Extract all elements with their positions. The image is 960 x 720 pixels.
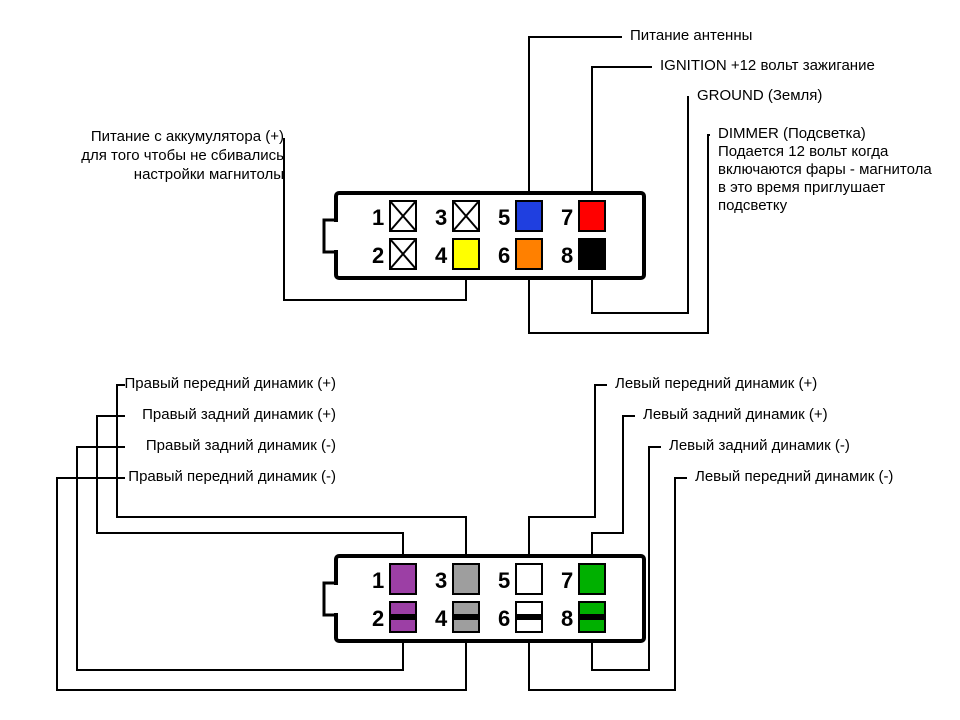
wire-b-right-1: [592, 416, 635, 556]
connector-a-pin-number-7: 7: [561, 205, 573, 230]
connector-a-pin-number-5: 5: [498, 205, 510, 230]
connector-b-pin-3: [453, 564, 479, 594]
label-b-right-0: Левый передний динамик (+): [615, 375, 817, 392]
label-a-right-3-line-4: подсветку: [718, 197, 788, 214]
connector-a-pin-4: [453, 239, 479, 269]
wiring-diagram: 1 2 3 4 5 6 7 8 1 2 3 4 5 6 7 8 Питание с аккумулятора (…: [0, 0, 960, 720]
connector-b-pin-7: [579, 564, 605, 594]
connector-a-pin-number-6: 6: [498, 243, 510, 268]
connector-b-pin-1: [390, 564, 416, 594]
label-a-right-3-line-2: включаются фары - магнитола: [718, 161, 932, 178]
label-b-left-1: Правый задний динамик (+): [142, 406, 336, 423]
connector-b-pin-6: [516, 602, 542, 632]
connector-a-pin-number-4: 4: [435, 243, 448, 268]
connector-b-pin-number-6: 6: [498, 606, 510, 631]
connector-b-pin-number-2: 2: [372, 606, 384, 631]
label-a-right-3-line-3: в это время приглушает: [718, 179, 885, 196]
connector-b-pin-number-5: 5: [498, 568, 510, 593]
label-a-right-3-line-1: Подается 12 вольт когда: [718, 143, 889, 160]
wire-a-right-0: [529, 37, 622, 193]
connector-a-pin-6: [516, 239, 542, 269]
label-b-right-1: Левый задний динамик (+): [643, 406, 828, 423]
connector-b-pin-2: [390, 602, 416, 632]
label-b-left-2: Правый задний динамик (-): [146, 437, 336, 454]
label-b-right-3: Левый передний динамик (-): [695, 468, 893, 485]
connector-b-pin-number-1: 1: [372, 568, 384, 593]
label-a-right-2: GROUND (Земля): [697, 87, 822, 104]
connector-b-pin-number-4: 4: [435, 606, 448, 631]
connector-a-pin-5: [516, 201, 542, 231]
wire-b-right-0: [529, 385, 607, 556]
label-b-left-3: Правый передний динамик (-): [128, 468, 336, 485]
connector-b-pin-5: [516, 564, 542, 594]
label-b-left-0: Правый передний динамик (+): [125, 375, 336, 392]
label-a-right-0: Питание антенны: [630, 27, 752, 44]
connector-b-pin-number-7: 7: [561, 568, 573, 593]
connector-a-pin-8: [579, 239, 605, 269]
wire-a-right-1: [592, 67, 652, 193]
label-a-right-3-line-0: DIMMER (Подсветка): [718, 125, 866, 142]
label-a-left-line-1: для того чтобы не сбивались: [81, 147, 284, 164]
connector-a-pin-number-2: 2: [372, 243, 384, 268]
connector-a-pin-2: [390, 239, 416, 269]
label-a-right-1: IGNITION +12 вольт зажигание: [660, 57, 875, 74]
connector-b-pin-8: [579, 602, 605, 632]
connector-a-pin-1: [390, 201, 416, 231]
connector-a-pin-number-1: 1: [372, 205, 384, 230]
connector-a-pin-3: [453, 201, 479, 231]
connector-a-pin-number-3: 3: [435, 205, 447, 230]
label-a-left-line-0: Питание с аккумулятора (+): [91, 128, 284, 145]
connector-a-pin-number-8: 8: [561, 243, 573, 268]
connector-a-pin-7: [579, 201, 605, 231]
connector-b-pin-4: [453, 602, 479, 632]
label-b-right-2: Левый задний динамик (-): [669, 437, 850, 454]
connector-b-pin-number-8: 8: [561, 606, 573, 631]
connector-b-pin-number-3: 3: [435, 568, 447, 593]
label-a-left-line-2: настройки магнитолы: [134, 166, 284, 183]
